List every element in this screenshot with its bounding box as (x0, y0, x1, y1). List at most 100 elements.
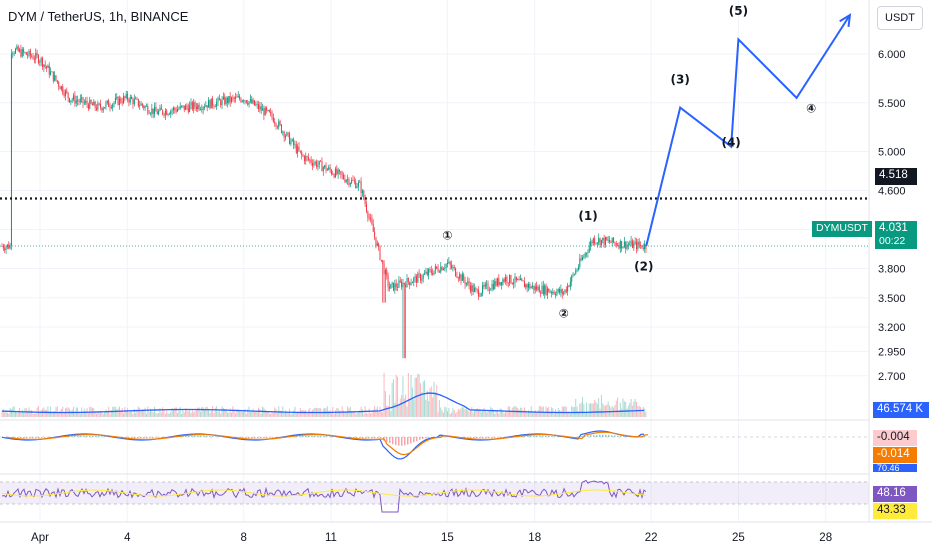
macd-histogram-bar (521, 436, 523, 437)
candle-body (154, 106, 156, 115)
volume-bar (48, 411, 50, 417)
candle-body (580, 258, 582, 261)
candle-body (55, 75, 57, 81)
candle-body (62, 86, 64, 94)
chart-title: DYM / TetherUS, 1h, BINANCE (8, 9, 189, 24)
candle-body (37, 55, 39, 63)
volume-bar (154, 406, 156, 417)
candle-body (294, 144, 296, 146)
candle-body (434, 266, 436, 271)
candle-body (63, 93, 65, 96)
candle-body (523, 281, 525, 288)
candle-body (332, 173, 334, 175)
volume-bar (491, 408, 493, 417)
volume-bar (465, 408, 467, 417)
candle-body (60, 86, 62, 90)
candle-body (394, 283, 396, 291)
volume-bar (267, 411, 269, 417)
y-tick-label: 3.800 (878, 264, 906, 276)
projection-arrowhead (839, 13, 852, 28)
volume-bar (432, 397, 434, 417)
candle-body (356, 186, 358, 189)
x-tick-label: 11 (325, 532, 337, 544)
volume-bar (19, 408, 21, 417)
macd-histogram-bar (395, 437, 397, 446)
macd-histogram-bar (527, 435, 529, 437)
volume-bar (187, 411, 189, 417)
macd-histogram-bar (239, 437, 241, 438)
volume-bar (623, 401, 625, 417)
candle-body (447, 262, 448, 265)
volume-bar (580, 402, 582, 417)
volume-bar (398, 404, 400, 417)
candle-body (213, 105, 215, 107)
volume-bar (399, 398, 401, 417)
candle-body (627, 244, 629, 246)
candle-body (609, 239, 610, 243)
macd-histogram-bar (131, 437, 133, 439)
volume-bar (345, 412, 347, 417)
volume-bar (10, 409, 12, 417)
candle-body (321, 161, 323, 172)
candle-body (465, 282, 467, 285)
candle-body (498, 278, 500, 286)
candle-body (255, 104, 257, 106)
volume-bar (469, 410, 471, 417)
macd-histogram-bar (68, 436, 70, 437)
candle-body (577, 266, 579, 270)
volume-bar (110, 410, 112, 417)
volume-bar (193, 412, 195, 417)
volume-bar (106, 411, 108, 417)
volume-bar (591, 403, 593, 417)
candle-body (378, 243, 380, 247)
candle-body (475, 288, 477, 290)
candle-body (352, 179, 354, 181)
macd-histogram-bar (380, 437, 382, 438)
volume-bar (564, 406, 566, 417)
volume-bar (133, 408, 135, 417)
volume-bar (448, 407, 450, 417)
candle-body (39, 61, 41, 63)
candle-body (353, 180, 355, 182)
volume-bar (8, 413, 10, 417)
candle-body (482, 285, 484, 294)
volume-bar (295, 413, 297, 417)
candle-body (27, 54, 29, 56)
volume-bar (128, 412, 130, 417)
volume-bar (96, 413, 97, 417)
volume-bar (247, 409, 249, 417)
volume-bar (123, 413, 124, 417)
volume-bar (645, 412, 647, 417)
macd-histogram-bar (128, 437, 130, 438)
volume-bar (471, 406, 473, 417)
candle-body (174, 107, 176, 110)
candle-body (48, 65, 50, 75)
candle-body (239, 95, 241, 99)
volume-bar (272, 412, 274, 417)
macd-histogram-bar (215, 436, 217, 437)
candle-body (222, 96, 224, 99)
macd-histogram-bar (554, 436, 556, 437)
volume-bar (351, 411, 353, 417)
candle-body (251, 99, 253, 104)
x-tick-label: Apr (31, 532, 49, 544)
volume-bar (268, 413, 270, 417)
volume-bar (252, 408, 254, 417)
volume-bar (183, 412, 185, 417)
candle-body (108, 100, 110, 107)
macd-histogram-bar (269, 437, 271, 438)
volume-bar (186, 408, 188, 417)
volume-bar (220, 413, 222, 417)
currency-button[interactable]: USDT (877, 6, 923, 30)
y-tick-label: 4.600 (878, 186, 906, 198)
candle-body (357, 182, 359, 187)
candle-body (117, 97, 119, 105)
candle-body (544, 285, 546, 295)
macd-histogram-bar (89, 435, 91, 437)
volume-bar (40, 410, 42, 417)
volume-bar (156, 413, 158, 417)
volume-bar (221, 406, 223, 417)
candle-body (4, 248, 6, 251)
candle-body (201, 109, 203, 110)
